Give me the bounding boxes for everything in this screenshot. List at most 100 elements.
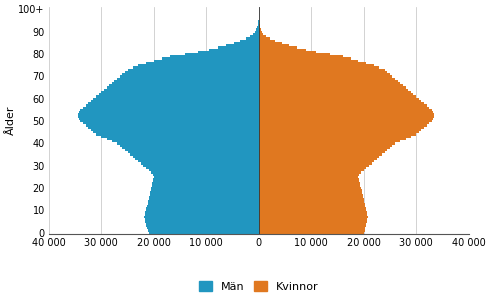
Legend: Män, Kvinnor: Män, Kvinnor — [194, 277, 323, 296]
Bar — [259, 156, 380, 158]
Bar — [259, 209, 366, 212]
Bar — [146, 209, 259, 212]
Bar — [209, 49, 259, 51]
Bar — [125, 71, 259, 73]
Bar — [259, 164, 369, 167]
Bar — [259, 216, 368, 218]
Bar — [83, 122, 259, 124]
Bar — [259, 178, 359, 180]
Bar — [259, 102, 424, 104]
Bar — [259, 66, 380, 69]
Bar — [253, 33, 259, 35]
Bar — [259, 147, 390, 149]
Bar — [91, 129, 259, 131]
Bar — [259, 49, 306, 51]
Bar — [259, 84, 403, 86]
Bar — [259, 225, 366, 227]
Bar — [259, 138, 406, 140]
Bar — [259, 160, 374, 162]
Bar — [259, 107, 429, 109]
Bar — [109, 84, 259, 86]
Bar — [259, 55, 343, 57]
Bar — [154, 60, 259, 62]
Bar — [133, 156, 259, 158]
Bar — [259, 24, 260, 26]
Bar — [226, 44, 259, 46]
Bar — [259, 51, 316, 53]
Bar — [147, 202, 259, 205]
Bar — [259, 95, 416, 98]
Bar — [259, 129, 421, 131]
Bar — [259, 205, 365, 207]
Bar — [259, 93, 413, 95]
Bar — [153, 178, 259, 180]
Bar — [146, 207, 259, 209]
Bar — [117, 142, 259, 144]
Bar — [149, 169, 259, 171]
Bar — [259, 113, 435, 116]
Bar — [259, 122, 429, 124]
Bar — [259, 98, 419, 100]
Bar — [259, 104, 427, 107]
Bar — [154, 176, 259, 178]
Bar — [259, 196, 363, 198]
Bar — [144, 216, 259, 218]
Bar — [128, 151, 259, 154]
Bar — [258, 22, 259, 24]
Bar — [259, 182, 360, 185]
Bar — [145, 212, 259, 214]
Bar — [259, 192, 362, 194]
Bar — [259, 73, 390, 75]
Bar — [259, 227, 365, 229]
Bar — [122, 73, 259, 75]
Bar — [259, 187, 361, 189]
Bar — [101, 136, 259, 138]
Bar — [259, 40, 275, 42]
Bar — [259, 220, 367, 223]
Bar — [259, 144, 392, 147]
Bar — [107, 138, 259, 140]
Bar — [91, 100, 259, 102]
Bar — [259, 53, 329, 55]
Bar — [256, 29, 259, 31]
Bar — [149, 196, 259, 198]
Bar — [146, 62, 259, 64]
Bar — [259, 154, 382, 156]
Bar — [145, 218, 259, 220]
Bar — [259, 124, 427, 127]
Bar — [138, 160, 259, 162]
Bar — [259, 185, 360, 187]
Bar — [259, 29, 261, 31]
Bar — [259, 69, 384, 71]
Bar — [259, 218, 367, 220]
Bar — [146, 167, 259, 169]
Bar — [93, 98, 259, 100]
Bar — [218, 46, 259, 49]
Bar — [96, 133, 259, 136]
Bar — [104, 89, 259, 91]
Bar — [120, 75, 259, 78]
Bar — [149, 198, 259, 200]
Bar — [153, 174, 259, 176]
Bar — [152, 182, 259, 185]
Bar — [259, 149, 387, 151]
Bar — [138, 64, 259, 66]
Bar — [78, 116, 259, 118]
Bar — [136, 158, 259, 160]
Bar — [259, 142, 395, 144]
Bar — [259, 82, 400, 84]
Bar — [259, 194, 362, 196]
Bar — [153, 180, 259, 182]
Bar — [259, 37, 270, 40]
Bar — [151, 171, 259, 174]
Bar — [259, 64, 374, 66]
Bar — [143, 164, 259, 167]
Bar — [198, 51, 259, 53]
Bar — [88, 127, 259, 129]
Bar — [259, 91, 411, 93]
Bar — [259, 171, 361, 174]
Bar — [259, 80, 398, 82]
Bar — [259, 174, 359, 176]
Bar — [257, 26, 259, 29]
Bar — [259, 131, 419, 133]
